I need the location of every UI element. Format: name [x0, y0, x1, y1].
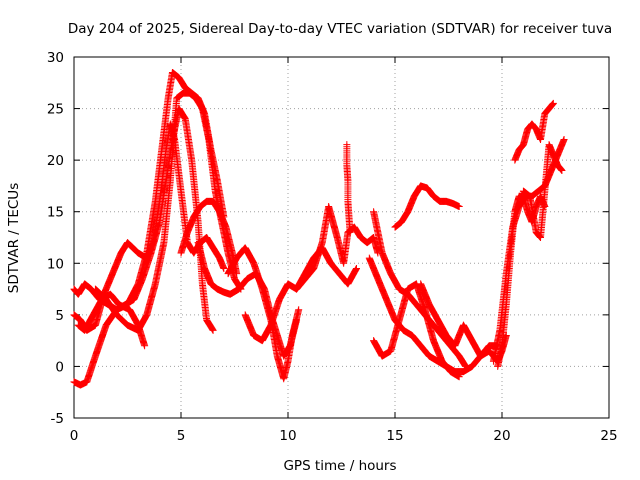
- chart-title: Day 204 of 2025, Sidereal Day-to-day VTE…: [68, 21, 612, 37]
- data-point: [220, 264, 228, 272]
- plot-frame: [73, 56, 610, 419]
- x-axis-label: GPS time / hours: [283, 458, 396, 474]
- y-tick-label: 5: [55, 308, 64, 324]
- y-tick-label: 0: [55, 359, 64, 375]
- x-tick-label: 10: [279, 428, 296, 444]
- y-tick-label: 25: [47, 102, 64, 118]
- y-tick-label: 30: [47, 50, 64, 66]
- x-tick-label: 25: [600, 428, 617, 444]
- x-tick-label: 5: [177, 428, 186, 444]
- y-axis-label: SDTVAR / TECUs: [6, 183, 22, 293]
- y-tick-label: -5: [51, 411, 64, 427]
- x-tick-label: 15: [386, 428, 403, 444]
- x-tick-label: 20: [493, 428, 510, 444]
- x-tick-label: 0: [70, 428, 79, 444]
- y-tick-label: 20: [47, 153, 64, 169]
- axis-ticks: 0 5 10 15 20 25 -5 0 5 10 15 20 25 30: [47, 50, 618, 444]
- y-tick-label: 15: [47, 205, 64, 221]
- data-point: [209, 326, 217, 334]
- series-trace-3: [70, 120, 228, 334]
- y-tick-label: 10: [47, 256, 64, 272]
- data-points: [70, 68, 568, 389]
